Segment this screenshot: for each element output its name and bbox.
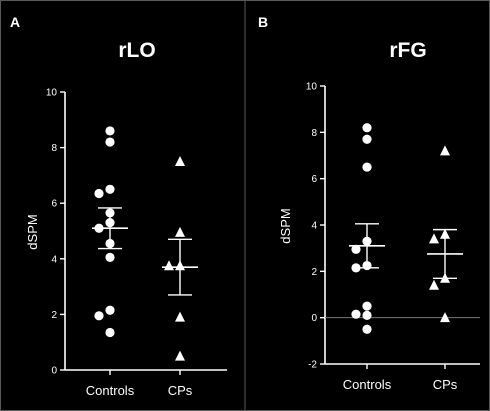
panel-b-letter: B <box>258 14 268 30</box>
panel-a-title: rLO <box>118 39 155 62</box>
panel-a: A rLO dSPM 0 2 4 6 8 10 Controls CPs <box>10 14 227 398</box>
panel-b-y-tick-label: 2 <box>311 267 317 278</box>
panel-a-cps-point <box>164 260 174 271</box>
panel-b-cps-point <box>429 233 439 244</box>
panel-a-controls-point <box>94 311 104 321</box>
panel-b-controls-point <box>362 301 372 311</box>
panel-b-title: rFG <box>389 39 426 62</box>
panel-b-y-tick-label: 10 <box>306 82 318 93</box>
panel-a-x-tick-label: Controls <box>86 383 135 398</box>
panel-b-y-tick-label: 6 <box>311 174 317 185</box>
panel-b-y-tick-label: 4 <box>311 221 317 232</box>
panel-a-y-tick-label: 0 <box>51 366 57 377</box>
panel-b-controls-point <box>362 134 372 144</box>
panel-b-cps-point <box>440 312 450 323</box>
panel-a-plot: 0 2 4 6 8 10 Controls CPs <box>46 88 227 398</box>
panel-a-x-tick-label: CPs <box>168 383 193 398</box>
panel-a-cps-point <box>175 311 185 322</box>
panel-a-y-tick-label: 6 <box>51 199 57 210</box>
panel-a-y-tick-label: 10 <box>46 88 58 99</box>
panel-a-letter: A <box>10 14 20 30</box>
panel-b: B rFG dSPM -2 0 2 4 6 8 10 Controls CPs <box>258 14 480 392</box>
panel-a-cps-point <box>175 156 185 166</box>
panel-b-cps-point <box>440 145 450 156</box>
panel-b-cps-point <box>429 279 439 290</box>
panel-b-controls-point <box>351 309 361 319</box>
panel-b-controls-point <box>362 123 372 133</box>
panel-b-y-tick-label: -2 <box>308 360 317 371</box>
panel-a-y-axis-label: dSPM <box>25 214 40 249</box>
panel-a-controls-point <box>105 305 115 315</box>
panel-a-y-tick-label: 2 <box>51 310 57 321</box>
panel-b-controls-point <box>362 162 372 172</box>
panel-a-cps-point <box>175 350 185 361</box>
panel-b-plot: -2 0 2 4 6 8 10 Controls CPs <box>306 82 480 392</box>
panel-a-y-tick-label: 8 <box>51 143 57 154</box>
panel-b-y-axis-label: dSPM <box>278 208 293 243</box>
panel-b-y-tick-label: 8 <box>311 128 317 139</box>
panel-a-controls-point <box>105 327 115 338</box>
panel-a-y-tick-label: 4 <box>51 254 57 265</box>
panel-a-controls-point <box>105 184 115 194</box>
panel-a-controls-point <box>105 137 115 147</box>
panel-a-controls-point <box>105 126 115 136</box>
panel-b-controls-point <box>362 310 372 320</box>
panel-b-controls-point <box>351 244 361 254</box>
panel-a-cps-point <box>175 226 185 237</box>
panel-b-y-tick-label: 0 <box>311 313 317 324</box>
panel-b-x-tick-label: Controls <box>343 377 392 392</box>
panel-a-controls-point <box>105 252 115 263</box>
panel-b-x-tick-label: CPs <box>433 377 458 392</box>
panel-b-controls-point <box>362 324 372 334</box>
panel-a-controls-point <box>94 188 104 199</box>
